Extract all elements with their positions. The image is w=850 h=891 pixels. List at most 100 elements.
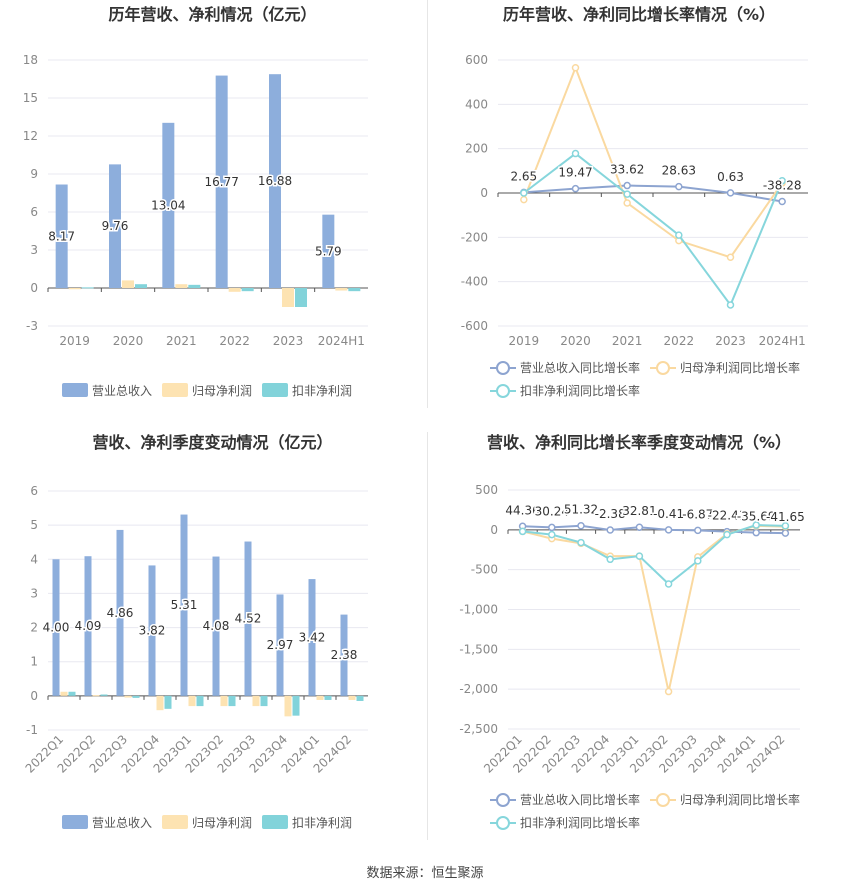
y-tick-label: 15	[23, 91, 38, 105]
y-tick-label: 0	[490, 523, 498, 537]
line-point	[571, 149, 580, 158]
y-tick-label: 5	[30, 518, 38, 532]
series-line	[522, 64, 783, 259]
y-tick-label: 500	[475, 483, 498, 497]
bar	[220, 695, 228, 707]
line-point	[548, 530, 556, 539]
x-tick-label: 2022	[664, 334, 695, 348]
line-point	[726, 301, 735, 309]
line-point	[726, 253, 735, 262]
line-data-label: 2.65	[510, 169, 537, 183]
line-point	[577, 521, 585, 530]
line-point	[623, 181, 631, 190]
data-source: 数据来源：恒生聚源	[366, 866, 484, 881]
y-tick-label: 0	[480, 186, 488, 200]
quarterly-growth-chart: 营收、净利同比增长率季度变动情况（%） -2,500 -2,000 -1,500 -1,…	[459, 433, 806, 830]
legend-swatch	[262, 815, 288, 829]
bar	[269, 74, 281, 288]
legend-label: 归母净利润	[192, 816, 252, 830]
y-tick-label: -1	[26, 723, 38, 737]
bar-data-label: 5.31	[171, 598, 198, 612]
line-point	[577, 538, 585, 547]
bar-data-label: 4.00	[43, 621, 70, 635]
bar	[132, 695, 140, 698]
legend-label: 归母净利润同比增长率	[680, 360, 800, 375]
bar	[188, 284, 201, 288]
bar	[308, 579, 316, 696]
bar-data-label: 4.08	[203, 619, 230, 633]
y-tick-label: 9	[30, 167, 38, 181]
line-point	[518, 527, 527, 536]
legend-swatch	[162, 383, 188, 397]
annual-amount-chart: 历年营收、净利情况（亿元） -3 0 3 6 9 12 15 18 2019 2020 2021 202…	[23, 5, 368, 398]
series-line	[522, 524, 786, 535]
y-tick-label: -2,500	[459, 722, 498, 736]
line-point	[606, 526, 614, 534]
bar	[135, 284, 147, 288]
vertical-divider-top	[427, 0, 428, 408]
bar	[162, 122, 175, 289]
line-point	[752, 521, 760, 529]
line-data-label: -22.41	[708, 509, 747, 523]
line-point	[752, 528, 760, 537]
bar	[316, 695, 324, 700]
legend-swatch	[162, 815, 188, 829]
line-point	[781, 529, 790, 537]
y-tick-label: -1,500	[459, 642, 498, 656]
line-data-label: -0.41	[653, 507, 684, 521]
bar	[292, 695, 300, 716]
bar	[228, 695, 236, 707]
y-tick-label: -400	[461, 275, 488, 289]
line-data-label: 32.81	[622, 504, 656, 518]
line-data-label: -38.28	[763, 178, 802, 192]
series-line	[523, 184, 783, 203]
line-point	[694, 526, 702, 535]
bar	[348, 695, 356, 700]
line-point	[675, 231, 683, 239]
bar	[68, 691, 76, 696]
bar	[188, 695, 196, 707]
bar-data-label: 5.79	[315, 244, 342, 258]
line-point	[635, 523, 644, 531]
line-data-label: 51.32	[564, 503, 598, 517]
y-tick-label: 200	[465, 142, 488, 156]
legend-swatch	[62, 383, 88, 397]
line-point	[781, 522, 790, 530]
bar	[276, 594, 284, 696]
y-tick-label: 3	[30, 586, 38, 600]
legend-marker	[496, 793, 510, 807]
chart-title: 营收、净利季度变动情况（亿元）	[92, 433, 332, 452]
bar	[215, 75, 228, 288]
line-data-label: 0.63	[717, 170, 744, 184]
x-tick-label: 2023	[273, 334, 304, 348]
bar	[322, 214, 335, 288]
line-point	[606, 555, 614, 564]
bar	[295, 288, 307, 307]
line-point	[635, 552, 644, 560]
bar	[100, 694, 108, 696]
bar-data-label: 4.52	[235, 612, 262, 626]
bar-data-label: 3.82	[139, 624, 166, 638]
line-data-label: 28.63	[662, 164, 696, 178]
bar	[68, 288, 81, 290]
x-tick-label: 2021	[612, 334, 643, 348]
bar	[124, 695, 132, 698]
bar	[92, 695, 100, 697]
bar	[196, 695, 204, 707]
line-point	[675, 182, 683, 191]
line-data-label: -35.69	[737, 510, 776, 524]
bar-data-label: 4.86	[107, 606, 134, 620]
series-line	[522, 524, 786, 586]
bar	[116, 529, 124, 696]
bar-data-label: 16.77	[204, 175, 238, 189]
y-tick-label: 6	[30, 484, 38, 498]
y-tick-label: 0	[30, 281, 38, 295]
legend-label: 扣非净利润	[292, 816, 352, 830]
y-tick-label: 4	[30, 552, 38, 566]
y-tick-label: -600	[461, 319, 488, 333]
x-tick-label: 2024H1	[318, 334, 365, 348]
y-tick-label: 12	[23, 129, 38, 143]
bar-data-label: 2.38	[331, 648, 358, 662]
x-tick-label: 2023	[715, 334, 746, 348]
bar	[212, 556, 220, 696]
